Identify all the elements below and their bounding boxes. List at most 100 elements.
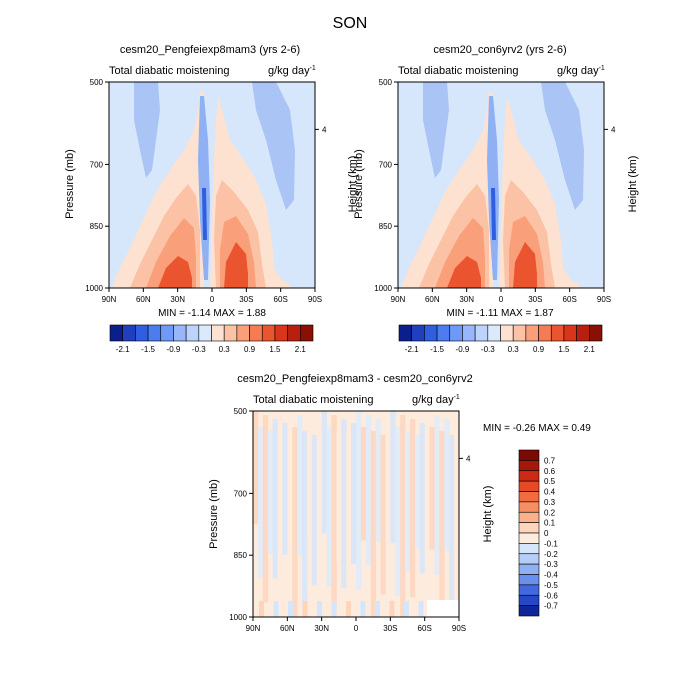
colorbar-1-swatch (211, 324, 225, 342)
panel-1-pos-l4-east (224, 242, 248, 288)
colorbar-1-swatch (236, 324, 250, 342)
colorbar-1-swatch (287, 324, 301, 342)
colorbar-2-swatch (589, 324, 603, 342)
panel-1-xtick-label: 60S (274, 295, 288, 304)
panel-3-xtick-label: 90N (246, 624, 261, 633)
panel-3-stripe (444, 419, 450, 551)
panel-3-xtick-label: 30S (383, 624, 397, 633)
panel-1-xtick-label: 30S (239, 295, 253, 304)
panel-1-ytick-right-label: 4 (322, 125, 327, 134)
panel-3-stripe (380, 435, 386, 595)
colorbar-1-swatch (147, 324, 162, 342)
panel-2-xtick-label: 90N (391, 295, 406, 304)
panel-3-stripe (346, 435, 352, 617)
panel-1-title: cesm20_Pengfeiexp8mam3 (yrs 2-6) (120, 44, 300, 56)
panel-3-subtitle: Total diabatic moistening (253, 394, 373, 406)
colorbar-2-swatch (462, 324, 476, 342)
panel-2-xtick-label: 30S (528, 295, 542, 304)
panel-2-ytick-label: 700 (379, 160, 393, 169)
colorbar-3-swatch (518, 584, 540, 596)
colorbar-2-label: -1.5 (430, 345, 444, 354)
colorbar-3-label: -0.2 (544, 550, 558, 559)
panel-3-near-surface-patch (273, 601, 279, 617)
panel-2-ytick-label: 1000 (374, 284, 392, 293)
panel-1-neg-core-strong (202, 188, 207, 240)
colorbar-2-label: 2.1 (584, 345, 596, 354)
panel-3-stripe (272, 419, 278, 579)
panel-3-near-surface-patch (302, 601, 308, 617)
panel-3-stripe (277, 435, 283, 617)
panel-1-xtick-label: 90N (102, 295, 117, 304)
panel-3-near-surface-patch (331, 601, 337, 617)
panel-3-stripe (400, 415, 406, 617)
panel-3-xtick-label: 30N (314, 624, 329, 633)
colorbar-3-label: -0.6 (544, 591, 558, 600)
panel-2-ytick-label: 850 (379, 222, 393, 231)
colorbar-1-swatch (261, 324, 276, 342)
panel-3-stripe (326, 427, 332, 587)
colorbar-3-swatch (518, 553, 540, 565)
panel-3-stripe (414, 435, 421, 549)
panel-3-near-surface-patch (375, 601, 380, 617)
panel-3-stripe (321, 411, 327, 534)
colorbar-3-swatch (518, 543, 540, 555)
colorbar-3-swatch (518, 491, 540, 503)
panel-3-stripe (262, 415, 269, 603)
panel-3-stripe (375, 419, 381, 542)
panel-2-stats: MIN = -1.11 MAX = 1.87 (446, 308, 554, 319)
panel-1: cesm20_Pengfeiexp8mam3 (yrs 2-6) Total d… (64, 44, 359, 354)
panel-3-ytick-label: 500 (234, 407, 248, 416)
colorbar-1-swatch (173, 324, 187, 342)
panel-3-stripe (306, 419, 313, 533)
panel-3-stripe (449, 435, 455, 604)
panel-1-ylabel-right: Height (km) (347, 156, 359, 213)
panel-3-stripe (385, 423, 391, 617)
colorbar-1-swatch (274, 324, 288, 342)
panel-2-pos-l4-east (513, 242, 537, 288)
colorbar-3-swatch (518, 522, 540, 534)
colorbar-3-swatch (518, 460, 540, 472)
panel-3-stripe (311, 435, 318, 586)
colorbar-2-label: -0.9 (456, 345, 470, 354)
panel-3-xtick-label: 60N (280, 624, 295, 633)
panel-3-stripe (336, 431, 342, 563)
panel-2-axis-ticks: 90N 60N 30N 0 30S 60S 90S 500 700 850 1000 4 (374, 78, 616, 304)
colorbar-2-swatch (563, 324, 577, 342)
panel-3-stripe (429, 427, 435, 550)
colorbar-2-swatch (411, 324, 425, 342)
colorbar-3-label: -0.4 (544, 571, 558, 580)
panel-2-plot (397, 81, 605, 289)
colorbar-2-swatch (398, 324, 412, 342)
panel-3-stripe (424, 411, 430, 599)
colorbar-3-swatch (518, 605, 540, 617)
panel-1-neg-band-west (134, 82, 160, 178)
colorbar-1-label: -0.9 (167, 345, 181, 354)
panel-2-title: cesm20_con6yrv2 (yrs 2-6) (433, 44, 566, 56)
panel-2-xtick-label: 90S (597, 295, 611, 304)
panel-1-ytick-label: 1000 (85, 284, 103, 293)
panel-3-stripe (331, 415, 337, 612)
panel-3-ytick-right-label: 4 (466, 454, 471, 463)
panel-2-neg-core-strong (491, 188, 496, 240)
panel-3-stripe (395, 427, 401, 596)
colorbar-3-swatch (518, 594, 540, 606)
panel-3-stats: MIN = -0.26 MAX = 0.49 (483, 423, 591, 434)
panel-3-near-surface-patch (288, 601, 293, 617)
colorbar-2-swatch (550, 324, 565, 342)
colorbar-2-label: -0.3 (481, 345, 495, 354)
panel-3-stripe (454, 423, 460, 617)
colorbar-1-label: 2.1 (295, 345, 307, 354)
colorbar-1-swatch (160, 324, 174, 342)
colorbar-1-label: 1.5 (269, 345, 281, 354)
panel-2-pos-l4-west (447, 256, 481, 288)
colorbar-3-label: 0.6 (544, 467, 556, 476)
panel-1-xtick-label: 60N (136, 295, 151, 304)
panel-2: cesm20_con6yrv2 (yrs 2-6) Total diabatic… (353, 44, 639, 354)
panel-3-xtick-label: 90S (452, 624, 466, 633)
panel-3-stripe (390, 411, 396, 543)
colorbar-1-swatch (135, 324, 149, 342)
panel-3-stripe (409, 419, 416, 598)
panel-1-colorbar: -2.1 -1.5 -0.9 -0.3 0.3 0.9 1.5 2.1 (109, 324, 314, 354)
panel-3-stripe (351, 423, 357, 565)
